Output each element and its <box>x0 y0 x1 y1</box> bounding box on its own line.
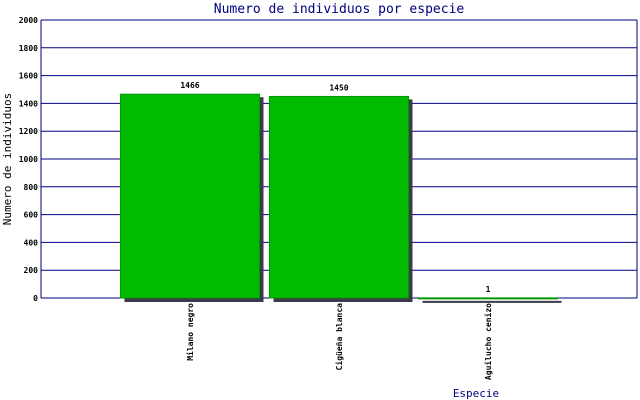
y-tick-label: 600 <box>24 211 39 220</box>
y-tick-label: 1800 <box>19 44 38 53</box>
y-tick-label: 400 <box>24 238 39 247</box>
y-tick-label: 1400 <box>19 99 38 108</box>
chart-title: Numero de individuos por especie <box>214 2 465 17</box>
value-label: 1 <box>486 285 491 294</box>
y-tick-label: 800 <box>24 183 39 192</box>
x-tick-label: Milano negro <box>185 303 195 361</box>
y-tick-label: 1000 <box>19 155 38 164</box>
x-tick-label: Cigüeña blanca <box>334 303 344 371</box>
y-tick-label: 0 <box>33 294 38 303</box>
y-tick-label: 2000 <box>19 16 38 25</box>
x-axis-label: Especie <box>453 387 499 400</box>
y-tick-label: 1200 <box>19 127 38 136</box>
y-axis-label: Numero de individuos <box>1 93 14 225</box>
bar-shadow <box>422 300 562 303</box>
bar <box>120 93 260 299</box>
bar <box>418 297 558 300</box>
x-tick-label: Aguilucho cenizo <box>483 303 493 380</box>
y-tick-label: 200 <box>24 266 39 275</box>
value-label: 1450 <box>329 83 348 92</box>
value-label: 1466 <box>180 81 199 90</box>
bar <box>269 95 409 299</box>
y-tick-label: 1600 <box>19 72 38 81</box>
